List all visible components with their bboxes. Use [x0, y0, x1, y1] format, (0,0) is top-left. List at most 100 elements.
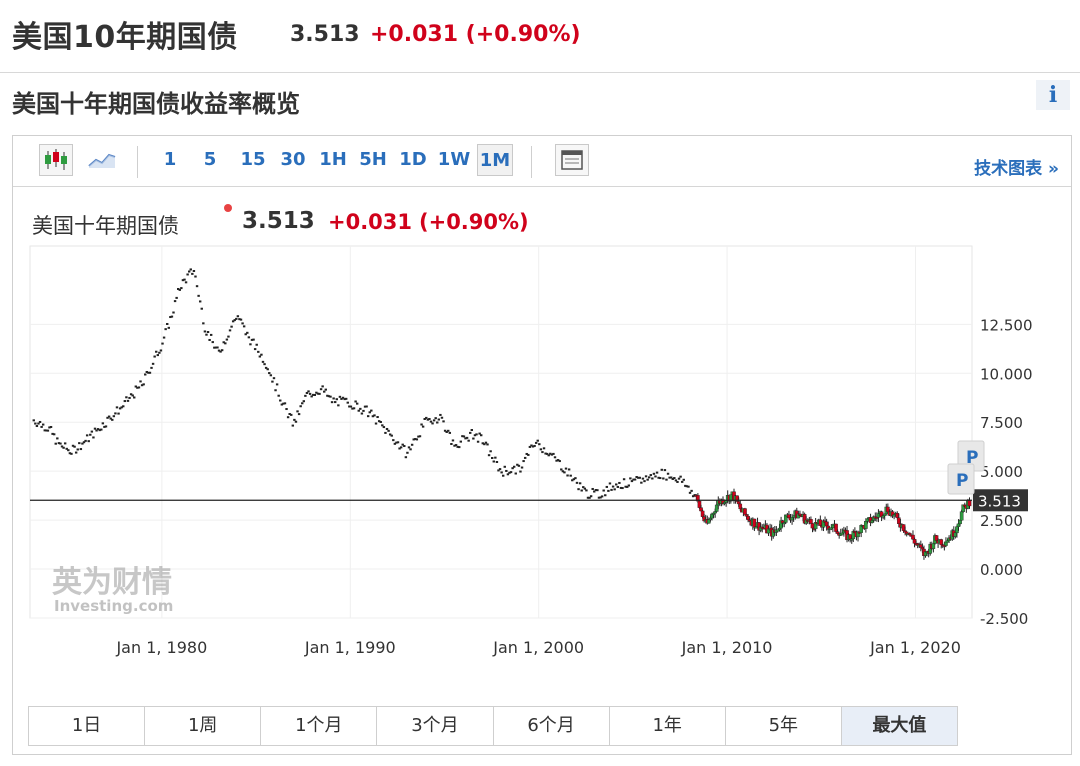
data-point — [363, 405, 367, 408]
event-marker-p[interactable]: P — [966, 448, 978, 468]
data-point — [426, 418, 430, 421]
data-point — [500, 471, 503, 474]
data-point — [222, 341, 225, 344]
range-button-4[interactable]: 6个月 — [494, 707, 610, 745]
data-point — [658, 477, 662, 480]
data-point — [379, 421, 382, 424]
data-point — [95, 429, 98, 432]
data-point — [283, 402, 287, 405]
y-tick-label: 0.000 — [980, 561, 1023, 579]
data-point — [134, 385, 138, 388]
candlestick-icon[interactable] — [39, 144, 73, 176]
timeframe-5h[interactable]: 5H — [359, 149, 387, 170]
range-button-7[interactable]: 最大值 — [841, 707, 957, 745]
data-point — [156, 354, 159, 357]
data-point — [469, 431, 472, 434]
data-point — [437, 418, 441, 421]
data-point — [296, 410, 299, 413]
y-tick-label: 12.500 — [980, 316, 1033, 334]
timeframe-1[interactable]: 1 — [163, 149, 177, 170]
data-point — [467, 439, 470, 442]
data-point — [65, 447, 68, 450]
data-point — [202, 322, 205, 325]
range-button-3[interactable]: 3个月 — [377, 707, 494, 745]
data-point — [139, 380, 142, 383]
timeframe-1h[interactable]: 1H — [319, 149, 347, 170]
data-point — [439, 413, 442, 416]
data-point — [418, 435, 422, 438]
data-point — [641, 477, 645, 480]
data-point — [129, 393, 133, 396]
timeframe-1w[interactable]: 1W — [437, 149, 471, 170]
data-point — [448, 431, 452, 434]
data-point — [622, 478, 626, 481]
data-point — [203, 330, 207, 333]
line-chart-icon[interactable] — [85, 144, 119, 176]
data-point — [377, 420, 381, 423]
data-point — [486, 443, 489, 446]
data-point — [421, 425, 425, 428]
data-point — [100, 428, 103, 431]
candle-body — [958, 519, 962, 525]
timeframe-5[interactable]: 5 — [203, 149, 217, 170]
data-point — [436, 421, 439, 424]
data-point — [324, 388, 327, 391]
data-point — [120, 406, 123, 409]
data-point — [376, 416, 379, 419]
range-button-5[interactable]: 1年 — [610, 707, 726, 745]
data-point — [247, 336, 251, 339]
event-marker-bg[interactable] — [947, 463, 975, 495]
data-point — [187, 270, 191, 273]
range-button-1[interactable]: 1周 — [145, 707, 262, 745]
data-point — [552, 452, 555, 455]
timeframe-30[interactable]: 30 — [280, 149, 306, 170]
data-point — [323, 390, 326, 393]
indicator-panel-icon[interactable] — [555, 144, 589, 176]
data-point — [542, 447, 546, 450]
data-point — [432, 419, 436, 422]
timeframe-1d[interactable]: 1D — [399, 149, 427, 170]
data-point — [597, 496, 601, 499]
data-point — [101, 422, 105, 425]
data-point — [249, 343, 252, 346]
data-point — [184, 281, 188, 284]
range-button-6[interactable]: 5年 — [726, 707, 842, 745]
data-point — [73, 445, 76, 448]
data-point — [398, 447, 401, 450]
info-icon[interactable]: i — [1036, 80, 1070, 110]
data-point — [588, 496, 591, 499]
data-point — [390, 434, 393, 437]
data-point — [481, 442, 484, 445]
data-point — [236, 315, 240, 318]
timeframe-1m[interactable]: 1M — [477, 144, 513, 176]
data-point — [164, 328, 167, 331]
event-marker-p[interactable]: P — [956, 471, 968, 491]
data-point — [553, 456, 557, 459]
data-point — [520, 466, 524, 469]
data-point — [451, 439, 455, 442]
data-point — [115, 406, 119, 409]
data-point — [326, 394, 329, 397]
data-point — [144, 373, 147, 376]
data-point — [71, 444, 75, 447]
data-point — [274, 389, 277, 392]
data-point — [37, 422, 40, 425]
data-point — [412, 438, 415, 441]
data-point — [638, 476, 641, 479]
data-point — [225, 338, 229, 341]
data-point — [503, 465, 506, 468]
data-point — [266, 368, 269, 371]
timeframe-15[interactable]: 15 — [240, 149, 266, 170]
data-point — [60, 445, 64, 448]
data-point — [533, 444, 536, 447]
technical-chart-link[interactable]: 技术图表 » — [974, 159, 1059, 179]
range-button-2[interactable]: 1个月 — [261, 707, 378, 745]
data-point — [206, 331, 210, 334]
data-point — [596, 489, 599, 492]
data-point — [258, 355, 262, 358]
y-tick-label: 5.000 — [980, 463, 1023, 481]
range-button-0[interactable]: 1日 — [29, 707, 146, 745]
data-point — [527, 453, 530, 456]
data-point — [545, 452, 549, 455]
